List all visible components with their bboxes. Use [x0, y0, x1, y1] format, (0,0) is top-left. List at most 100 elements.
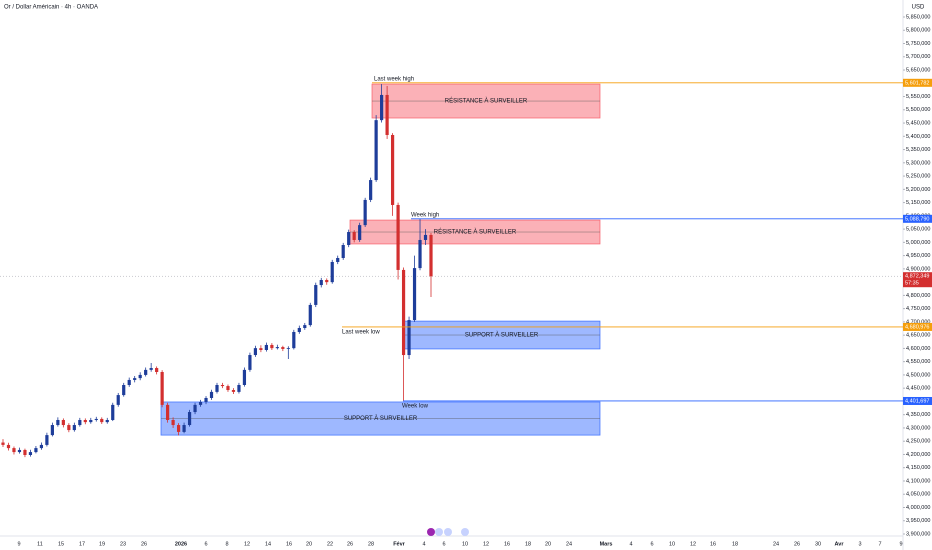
y-tick-label: 5,250,000 — [906, 174, 930, 180]
x-tick-label: 24 — [773, 541, 779, 547]
x-tick-label: 4 — [629, 541, 632, 547]
y-tick-label: 5,200,000 — [906, 187, 930, 193]
x-tick-label: 12 — [483, 541, 489, 547]
candle-body — [358, 225, 362, 240]
candle-body — [12, 448, 16, 453]
y-tick-label: 5,700,000 — [906, 54, 930, 60]
price-tag — [903, 396, 932, 405]
x-tick-label: 18 — [525, 541, 531, 547]
x-tick-label: 10 — [462, 541, 468, 547]
x-tick-label: 22 — [327, 541, 333, 547]
x-tick-label: 17 — [79, 541, 85, 547]
y-tick-label: 4,500,000 — [906, 372, 930, 378]
candle-body — [401, 269, 406, 356]
y-tick-label: 5,350,000 — [906, 147, 930, 153]
x-tick-label: 28 — [368, 541, 374, 547]
candle-body — [111, 404, 115, 420]
candle-body — [292, 331, 296, 349]
x-tick-label: 14 — [265, 541, 271, 547]
candle-body — [133, 378, 137, 380]
candle-body — [127, 379, 131, 385]
candle-body — [100, 418, 104, 423]
candle-body — [231, 390, 236, 392]
zone-label: RÉSISTANCE À SURVEILLER — [434, 229, 517, 236]
y-tick-label: 4,000,000 — [906, 505, 930, 511]
candle-body — [56, 419, 60, 426]
candle-body — [336, 258, 340, 262]
y-tick-label: 4,950,000 — [906, 253, 930, 259]
level-name: Last week high — [374, 76, 414, 82]
candle-body — [418, 239, 422, 269]
candle-body — [248, 355, 252, 370]
candle-body — [193, 404, 197, 413]
y-tick-label: 3,950,000 — [906, 518, 930, 524]
x-tick-label: 18 — [732, 541, 738, 547]
candle-body — [363, 199, 367, 226]
y-tick-label: 4,700,000 — [906, 319, 930, 325]
y-tick-label: 4,200,000 — [906, 452, 930, 458]
x-tick-label: 16 — [504, 541, 510, 547]
y-tick-label: 4,650,000 — [906, 333, 930, 339]
x-tick-label: 12 — [690, 541, 696, 547]
candle-body — [407, 320, 411, 356]
y-tick-label: 5,500,000 — [906, 107, 930, 113]
candle-body — [176, 425, 181, 432]
candle-body — [72, 425, 76, 431]
y-tick-label: 5,550,000 — [906, 94, 930, 100]
candle-body — [237, 384, 241, 392]
y-tick-label: 4,050,000 — [906, 492, 930, 498]
candle-body — [50, 425, 54, 436]
candle-body — [385, 94, 389, 135]
candle-body — [396, 204, 400, 270]
candle-body — [6, 444, 11, 449]
candle-body — [369, 180, 373, 200]
candle-body — [259, 348, 263, 351]
x-tick-label: 8 — [225, 541, 228, 547]
candle-body — [297, 327, 301, 332]
candle-body — [209, 391, 214, 398]
candle-body — [105, 419, 109, 423]
y-tick-label: 4,600,000 — [906, 346, 930, 352]
price-tag-label: 5,601,782 — [905, 80, 929, 86]
candle-body — [242, 369, 247, 385]
x-tick-label: 6 — [204, 541, 207, 547]
y-tick-label: 5,800,000 — [906, 28, 930, 34]
candle-body — [155, 368, 159, 373]
price-tag — [903, 272, 932, 288]
y-tick-label: 4,100,000 — [906, 478, 930, 484]
price-tag — [903, 322, 932, 331]
candle-body — [1, 442, 5, 445]
y-tick-label: 5,650,000 — [906, 67, 930, 73]
candle-body — [39, 444, 44, 449]
candle-body — [429, 234, 433, 277]
event-icon[interactable] — [427, 528, 435, 536]
x-tick-label: 23 — [120, 541, 126, 547]
candle-body — [352, 232, 356, 240]
candle-body — [286, 348, 290, 349]
event-icon[interactable] — [435, 528, 443, 536]
y-tick-label: 5,750,000 — [906, 41, 930, 47]
candle-body — [78, 419, 82, 426]
x-tick-label: 16 — [710, 541, 716, 547]
y-tick-label: 5,400,000 — [906, 134, 930, 140]
candle-body — [17, 449, 22, 453]
price-tag-label: 4,401,697 — [905, 398, 929, 404]
event-icon[interactable] — [444, 528, 452, 536]
candle-body — [187, 412, 192, 426]
candle-body — [138, 374, 142, 379]
x-tick-label: Mars — [600, 541, 613, 547]
candle-body — [303, 325, 307, 328]
candle-body — [204, 397, 208, 402]
zone-label: RÉSISTANCE À SURVEILLER — [445, 98, 528, 105]
x-tick-label: 20 — [545, 541, 551, 547]
zone-label: SUPPORT À SURVEILLER — [344, 415, 418, 422]
y-tick-label: 4,900,000 — [906, 266, 930, 272]
price-tag-label: 4,680,976 — [905, 324, 929, 330]
event-icon[interactable] — [461, 528, 469, 536]
candle-body — [264, 344, 268, 351]
x-tick-label: 2026 — [175, 541, 187, 547]
x-tick-label: 11 — [37, 541, 43, 547]
x-tick-label: 9 — [899, 541, 902, 547]
candle-body — [423, 234, 428, 240]
